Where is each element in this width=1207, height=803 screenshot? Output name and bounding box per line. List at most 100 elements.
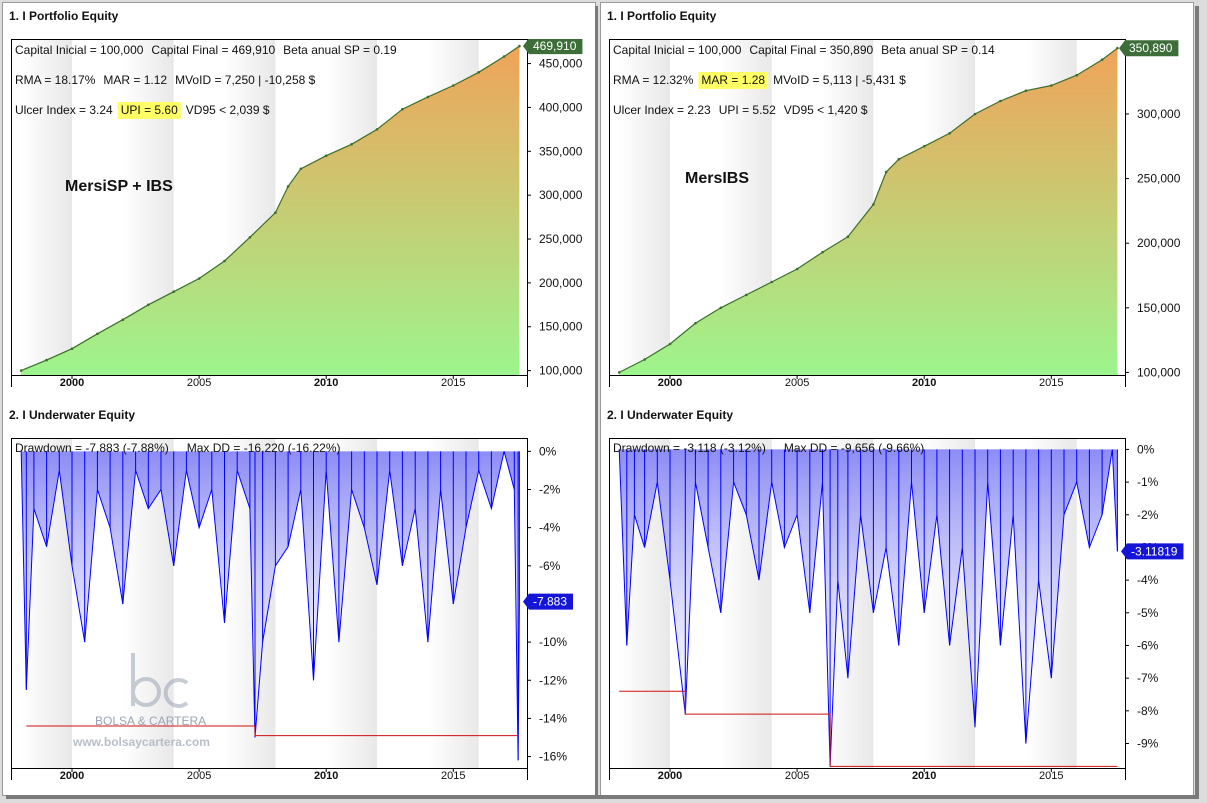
series-group: [19, 44, 521, 375]
equity-point: [884, 170, 888, 174]
stat-text: MAR = 1.28: [701, 73, 765, 87]
equity-point: [45, 358, 48, 362]
x-tick-label: 2005: [785, 770, 809, 780]
right-report-panel: 1. I Portfolio Equity 2000 2005 2010 2015 10…: [600, 2, 1194, 796]
y-tick-label: 400,000: [539, 100, 583, 114]
equity-point: [197, 277, 201, 280]
x-tick-label: 2015: [441, 377, 465, 387]
equity-point: [770, 280, 773, 284]
equity-point: [452, 84, 455, 87]
x-tick-label: 2000: [60, 770, 84, 780]
equity-line: [618, 47, 1118, 373]
equity-point: [426, 95, 430, 99]
x-axis-strip: [11, 375, 528, 387]
last-value-tag-label: 469,910: [533, 39, 577, 53]
x-tick-label: 2010: [314, 377, 338, 387]
equity-point: [1100, 58, 1104, 61]
stat-text: Drawdown = -7,883 (-7.88%): [15, 441, 169, 455]
stat-highlight: [117, 102, 181, 119]
panel-shadow: [6, 795, 1199, 799]
equity-point: [643, 358, 646, 361]
equity-chart[interactable]: 2000 2005 2010 2015 100,000 150,000 200,000 250…: [11, 39, 595, 387]
stat-text: Capital Final = 469,910: [151, 43, 275, 57]
y-tick-label: -2%: [539, 483, 561, 497]
y-tick-label: 300,000: [539, 188, 583, 202]
x-axis-strip: [609, 768, 1126, 780]
x-tick-label: 2000: [658, 770, 682, 780]
equity-point: [477, 71, 481, 74]
brand-name: BOLSA & CARTERA: [95, 714, 206, 728]
y-tick-label: 200,000: [539, 276, 583, 290]
equity-point: [617, 371, 621, 374]
equity-point: [719, 306, 723, 310]
y-tick-label: 300,000: [1137, 107, 1181, 121]
equity-point: [745, 293, 748, 297]
equity-point: [872, 203, 875, 206]
y-tick-label: 350,000: [539, 144, 583, 158]
equity-point: [502, 55, 506, 58]
equity-point: [223, 259, 226, 263]
y-tick-label: 150,000: [539, 320, 583, 334]
stat-highlight: [698, 72, 769, 89]
pane-title: 1. I Portfolio Equity: [607, 9, 717, 23]
y-tick-label: -9%: [1137, 736, 1159, 750]
y-tick-label: -6%: [1137, 638, 1159, 652]
equity-point: [19, 369, 23, 372]
equity-point: [147, 303, 150, 307]
stat-text: RMA = 18.17%: [15, 73, 96, 87]
logo-c: [163, 678, 189, 708]
panel-shadow: [1195, 6, 1199, 796]
equity-line: [20, 45, 520, 372]
x-tick-label: 2015: [441, 770, 465, 780]
x-tick-label: 2015: [1039, 377, 1063, 387]
series-group: [618, 449, 1118, 767]
equity-point: [350, 143, 353, 146]
strategy-label: MersiSP + IBS: [65, 178, 173, 195]
y-tick-label: 0%: [539, 444, 557, 458]
series-group: [617, 46, 1119, 375]
last-value-tag-label: -7.883: [533, 595, 567, 609]
stat-text: Beta anual SP = 0.19: [283, 43, 397, 57]
stat-text: Ulcer Index = 2.23: [613, 103, 711, 117]
panel-shadow: [595, 6, 598, 796]
pane-title: 1. I Portfolio Equity: [9, 9, 119, 23]
x-tick-label: 2010: [912, 770, 936, 780]
y-tick-label: -4%: [539, 521, 561, 535]
stat-text: Capital Final = 350,890: [749, 43, 873, 57]
stat-text: MVoID = 5,113 | -5,431 $: [773, 73, 906, 87]
equity-point: [375, 128, 379, 131]
equity-point: [1075, 73, 1078, 77]
underwater-chart[interactable]: 20002005201020150%-1%-2%-3%-4%-5%-6%-7%-…: [609, 438, 1193, 780]
equity-point: [299, 167, 303, 171]
equity-point: [274, 211, 277, 214]
y-tick-label: -14%: [539, 711, 567, 725]
equity-point: [70, 347, 74, 351]
underwater-chart[interactable]: 20002005201020150%-2%-4%-6%-8%-10%-12%-1…: [11, 438, 595, 780]
equity-point: [248, 236, 252, 239]
y-tick-label: -5%: [1137, 606, 1159, 620]
equity-point: [999, 99, 1002, 103]
stat-text: UPI = 5.52: [719, 103, 776, 117]
stat-text: RMA = 12.32%: [613, 73, 694, 87]
equity-point: [1050, 84, 1053, 87]
last-value-tag: [1121, 543, 1184, 560]
x-tick-label: 2010: [912, 377, 936, 387]
x-tick-label: 2000: [658, 377, 682, 387]
last-value-tag: [523, 39, 583, 55]
equity-chart[interactable]: 2000 2005 2010 2015 100,000 150,000 200,000 250…: [609, 39, 1193, 387]
equity-point: [668, 342, 672, 346]
equity-point: [846, 235, 850, 238]
stat-text: Beta anual SP = 0.14: [881, 43, 995, 57]
last-value-tag: [1119, 40, 1179, 57]
last-value-tag-label: 350,890: [1129, 41, 1173, 55]
y-tick-label: 150,000: [1137, 301, 1181, 315]
equity-point: [121, 318, 125, 322]
equity-point: [286, 185, 290, 188]
x-tick-label: 2010: [314, 770, 338, 780]
x-tick-label: 2000: [60, 377, 84, 387]
x-tick-label: 2005: [785, 377, 809, 387]
y-tick-label: 200,000: [1137, 236, 1181, 250]
y-tick-label: -8%: [1137, 704, 1159, 718]
drawdown-area: [619, 449, 1118, 767]
equity-point: [948, 132, 951, 135]
